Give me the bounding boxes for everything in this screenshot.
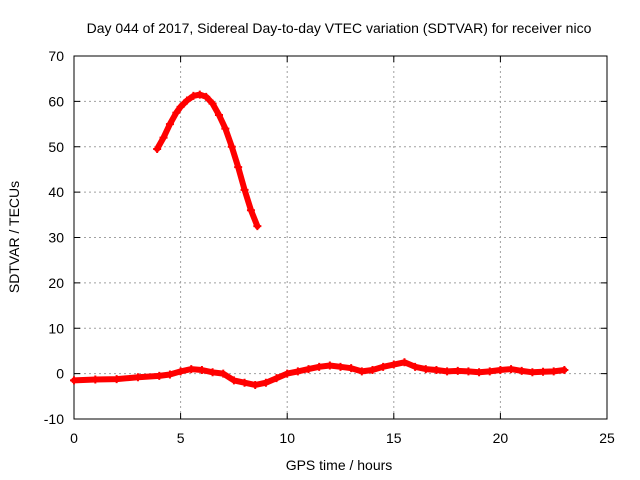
y-tick-label: 60 xyxy=(48,93,64,109)
y-tick-label: 10 xyxy=(48,320,64,336)
data-point xyxy=(133,373,142,382)
data-point xyxy=(159,133,168,142)
y-tick-label: -10 xyxy=(44,411,64,427)
data-point xyxy=(214,110,223,119)
data-point xyxy=(549,367,558,376)
y-tick-label: 50 xyxy=(48,139,64,155)
data-point xyxy=(219,369,228,378)
data-point xyxy=(182,96,191,105)
data-point xyxy=(197,365,206,374)
data-point xyxy=(112,375,121,384)
data-point xyxy=(240,185,249,194)
data-point xyxy=(189,91,198,100)
data-point xyxy=(165,120,174,129)
data-point xyxy=(315,362,324,371)
data-point xyxy=(389,360,398,369)
x-tick-label: 5 xyxy=(177,430,185,446)
data-point xyxy=(496,365,505,374)
data-point xyxy=(246,206,255,215)
data-point xyxy=(251,380,260,389)
data-point xyxy=(464,367,473,376)
data-point xyxy=(517,366,526,375)
data-point xyxy=(208,99,217,108)
data-point xyxy=(234,163,243,172)
data-point xyxy=(379,362,388,371)
data-point xyxy=(304,365,313,374)
data-point xyxy=(336,362,345,371)
data-point xyxy=(443,367,452,376)
data-point xyxy=(176,102,185,111)
chart-title: Day 044 of 2017, Sidereal Day-to-day VTE… xyxy=(87,20,592,36)
plot-area xyxy=(70,90,569,389)
data-point xyxy=(221,124,230,133)
data-point xyxy=(357,367,366,376)
data-point xyxy=(165,370,174,379)
data-point xyxy=(539,367,548,376)
data-point xyxy=(507,365,516,374)
data-point xyxy=(432,365,441,374)
data-point xyxy=(202,92,211,101)
data-point xyxy=(283,369,292,378)
data-point xyxy=(261,378,270,387)
x-tick-label: 10 xyxy=(279,430,295,446)
y-tick-label: 70 xyxy=(48,48,64,64)
x-tick-label: 20 xyxy=(493,430,509,446)
data-point xyxy=(325,361,334,370)
x-tick-label: 25 xyxy=(599,430,615,446)
grid xyxy=(74,56,607,419)
data-point xyxy=(528,368,537,377)
data-point xyxy=(253,222,262,231)
data-point xyxy=(421,365,430,374)
data-point xyxy=(176,367,185,376)
data-point xyxy=(195,90,204,99)
data-point xyxy=(560,365,569,374)
data-point xyxy=(453,366,462,375)
y-tick-label: 20 xyxy=(48,275,64,291)
data-point xyxy=(155,371,164,380)
data-point xyxy=(347,364,356,373)
data-point xyxy=(70,376,78,385)
data-point xyxy=(272,374,281,383)
data-point xyxy=(400,358,409,367)
data-point xyxy=(368,365,377,374)
y-tick-label: 0 xyxy=(56,366,64,382)
y-axis-label: SDTVAR / TECUs xyxy=(6,181,22,293)
data-point xyxy=(240,378,249,387)
axis-ticks: 0 5 10 15 20 25 -10 0 10 20 30 40 50 60 70 xyxy=(44,48,615,446)
data-point xyxy=(485,367,494,376)
x-axis-label: GPS time / hours xyxy=(286,457,393,473)
data-point xyxy=(187,365,196,374)
data-point xyxy=(411,362,420,371)
series-line-1 xyxy=(154,91,261,230)
data-point xyxy=(227,142,236,151)
data-point xyxy=(208,368,217,377)
data-point xyxy=(172,108,181,117)
data-point xyxy=(91,375,100,384)
x-tick-label: 15 xyxy=(386,430,402,446)
data-point xyxy=(153,145,162,154)
data-point xyxy=(475,368,484,377)
y-tick-label: 40 xyxy=(48,184,64,200)
data-point xyxy=(229,376,238,385)
data-point xyxy=(293,367,302,376)
x-tick-label: 0 xyxy=(70,430,78,446)
y-tick-label: 30 xyxy=(48,230,64,246)
